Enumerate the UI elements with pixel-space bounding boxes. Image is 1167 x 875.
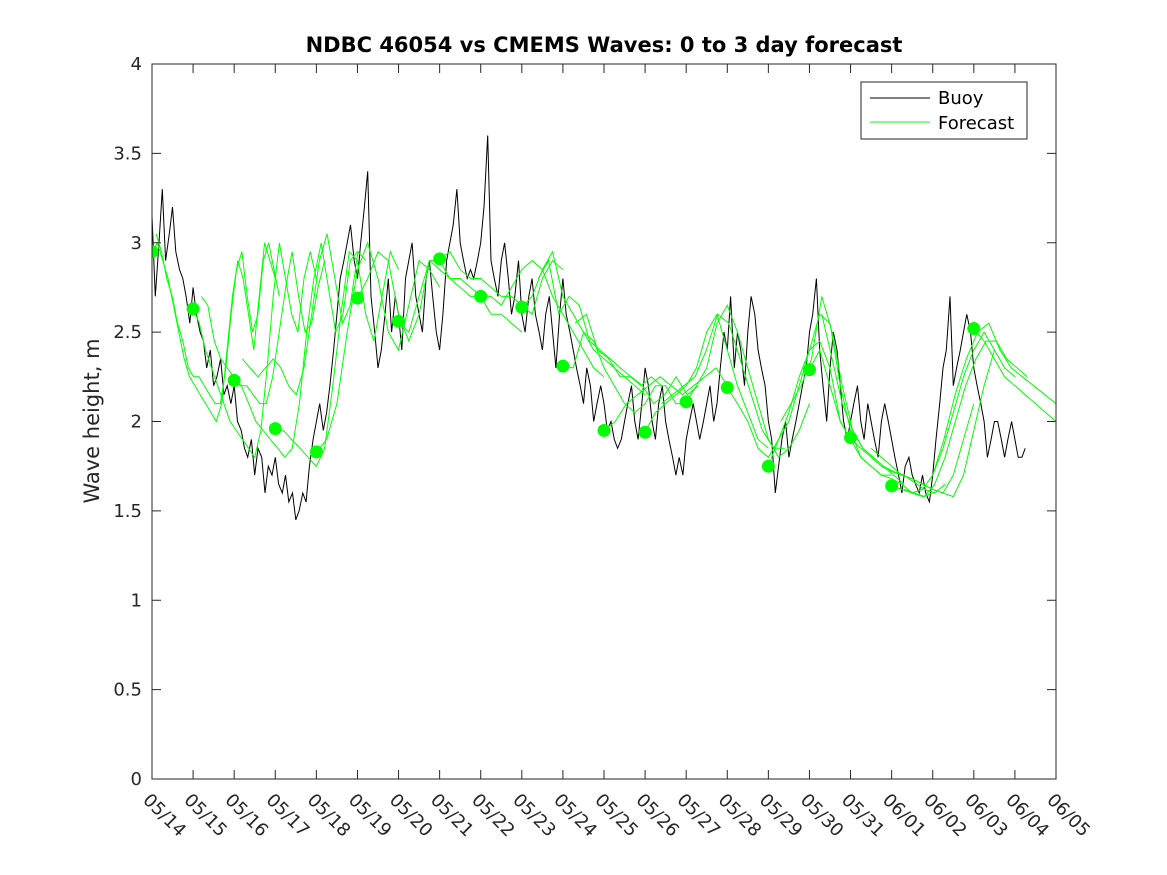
forecast-start-marker <box>350 291 364 305</box>
y-tick-label: 3 <box>131 233 142 254</box>
forecast-run-line <box>932 322 1056 476</box>
forecast-start-marker <box>597 423 611 437</box>
forecast-run-line <box>439 250 564 316</box>
forecast-start-marker <box>844 431 858 445</box>
forecast-run-line <box>192 242 317 459</box>
y-tick-label: 1 <box>131 590 142 611</box>
forecast-run-line <box>661 313 785 449</box>
chart-title: NDBC 46054 vs CMEMS Waves: 0 to 3 day fo… <box>306 33 903 57</box>
y-tick-label: 3.5 <box>113 143 142 164</box>
y-tick-label: 1.5 <box>113 501 142 522</box>
plot-area: 00.511.522.533.5405/1405/1505/1605/1705/… <box>113 54 1094 841</box>
forecast-run-line <box>726 340 851 459</box>
forecast-run-line <box>562 331 687 414</box>
y-tick-label: 2.5 <box>113 322 142 343</box>
forecast-run-line <box>870 349 995 498</box>
forecast-run-line <box>685 304 810 459</box>
axes-background <box>152 64 1056 779</box>
forecast-start-marker <box>638 425 652 439</box>
y-tick-label: 0.5 <box>113 680 142 701</box>
buoy-line <box>152 135 1026 520</box>
forecast-start-marker <box>679 395 693 409</box>
forecast-start-marker <box>967 322 981 336</box>
forecast-start-marker <box>885 479 899 493</box>
forecast-run-line <box>200 251 326 405</box>
series-layer <box>152 135 1056 520</box>
forecast-run-line <box>155 233 280 405</box>
forecast-run-line <box>357 250 481 343</box>
forecast-run-line <box>242 233 367 396</box>
forecast-run-line <box>574 313 699 405</box>
legend-forecast-label: Forecast <box>938 113 1014 134</box>
forecast-run-line <box>603 367 728 431</box>
forecast-start-marker <box>720 381 734 395</box>
y-tick-label: 0 <box>131 769 142 790</box>
forecast-run-line <box>398 259 523 334</box>
y-axis-label: Wave height, m <box>80 338 104 503</box>
forecast-start-marker <box>268 422 282 436</box>
forecast-start-marker <box>556 359 570 373</box>
legend-buoy-label: Buoy <box>938 88 984 109</box>
forecast-start-marker <box>802 363 816 377</box>
forecast-run-line <box>316 241 441 453</box>
y-tick-label: 4 <box>131 54 142 75</box>
forecast-start-marker <box>761 459 775 473</box>
forecast-run-line <box>821 314 946 494</box>
forecast-run-line <box>973 328 1056 423</box>
forecast-start-marker <box>186 302 200 316</box>
forecast-start-marker <box>309 445 323 459</box>
forecast-start-marker <box>227 373 241 387</box>
legend-box <box>860 81 1028 140</box>
forecast-run-line <box>891 331 1016 494</box>
legend: Buoy Forecast <box>860 81 1028 140</box>
forecast-run-line <box>644 313 769 449</box>
forecast-run-line <box>903 340 1028 498</box>
forecast-run-line <box>275 250 399 468</box>
forecast-start-marker <box>515 300 529 314</box>
forecast-start-marker <box>392 314 406 328</box>
forecast-start-marker <box>433 252 447 266</box>
forecast-start-marker <box>474 289 488 303</box>
forecast-run-line <box>537 259 662 387</box>
forecast-run-line <box>152 241 276 423</box>
forecast-start-marker <box>152 245 159 259</box>
y-tick-label: 2 <box>131 412 142 433</box>
forecast-run-line <box>233 242 358 459</box>
